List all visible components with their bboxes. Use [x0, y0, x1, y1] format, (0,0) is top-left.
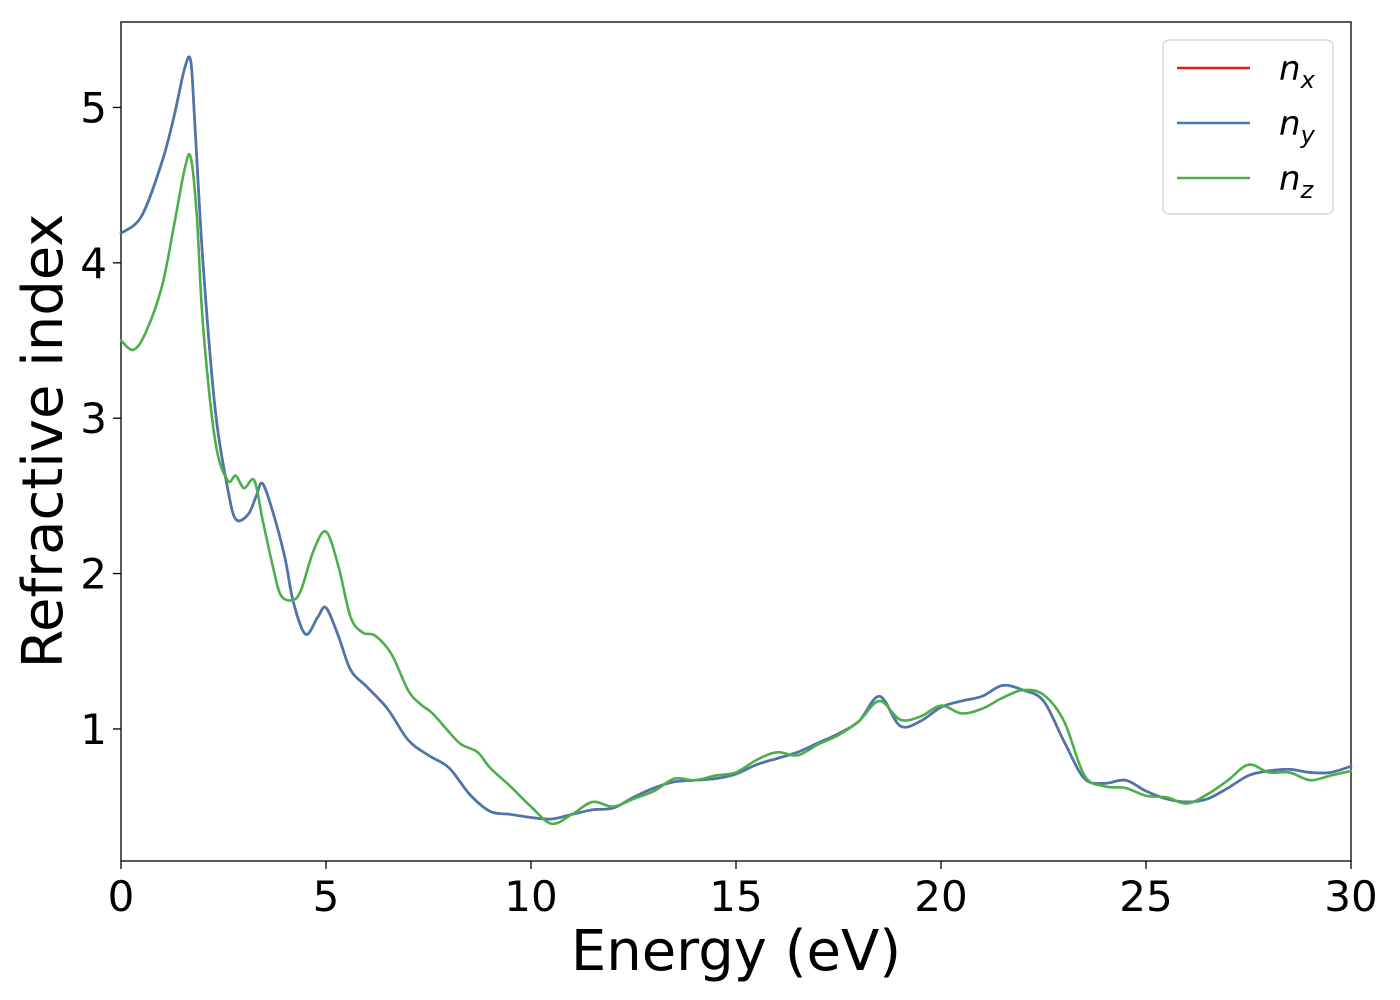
legend-label-subscript: y [1300, 121, 1316, 149]
legend-label-n-x: nx [1279, 49, 1316, 94]
legend-label-subscript: x [1300, 66, 1316, 94]
legend-box [1162, 39, 1334, 215]
x-tick-label: 5 [313, 872, 340, 921]
y-tick-label: 1 [80, 705, 107, 754]
legend-label-base: n [1279, 49, 1301, 89]
x-tick-label: 0 [108, 872, 135, 921]
y-axis: 1 2 3 4 5 [80, 83, 121, 754]
x-tick-label: 30 [1324, 872, 1377, 921]
x-tick-label: 10 [504, 872, 557, 921]
y-tick-label: 3 [80, 394, 107, 443]
x-tick-label: 15 [709, 872, 762, 921]
y-tick-label: 2 [80, 550, 107, 599]
legend-label-subscript: z [1300, 176, 1315, 204]
series-line-n-z [119, 152, 1353, 826]
x-axis-title: Energy (eV) [571, 919, 901, 984]
legend-label-n-z: nz [1279, 159, 1315, 204]
x-axis: 0 5 10 15 20 25 30 [108, 861, 1378, 921]
y-tick-label: 5 [80, 83, 107, 132]
legend-label-n-y: ny [1279, 104, 1316, 149]
series-layer [119, 55, 1353, 826]
x-tick-label: 20 [914, 872, 967, 921]
legend-label-base: n [1279, 159, 1301, 199]
y-axis-title: Refractive index [11, 214, 76, 669]
y-tick-label: 4 [80, 239, 107, 288]
legend-label-base: n [1279, 104, 1301, 144]
x-tick-label: 25 [1119, 872, 1172, 921]
